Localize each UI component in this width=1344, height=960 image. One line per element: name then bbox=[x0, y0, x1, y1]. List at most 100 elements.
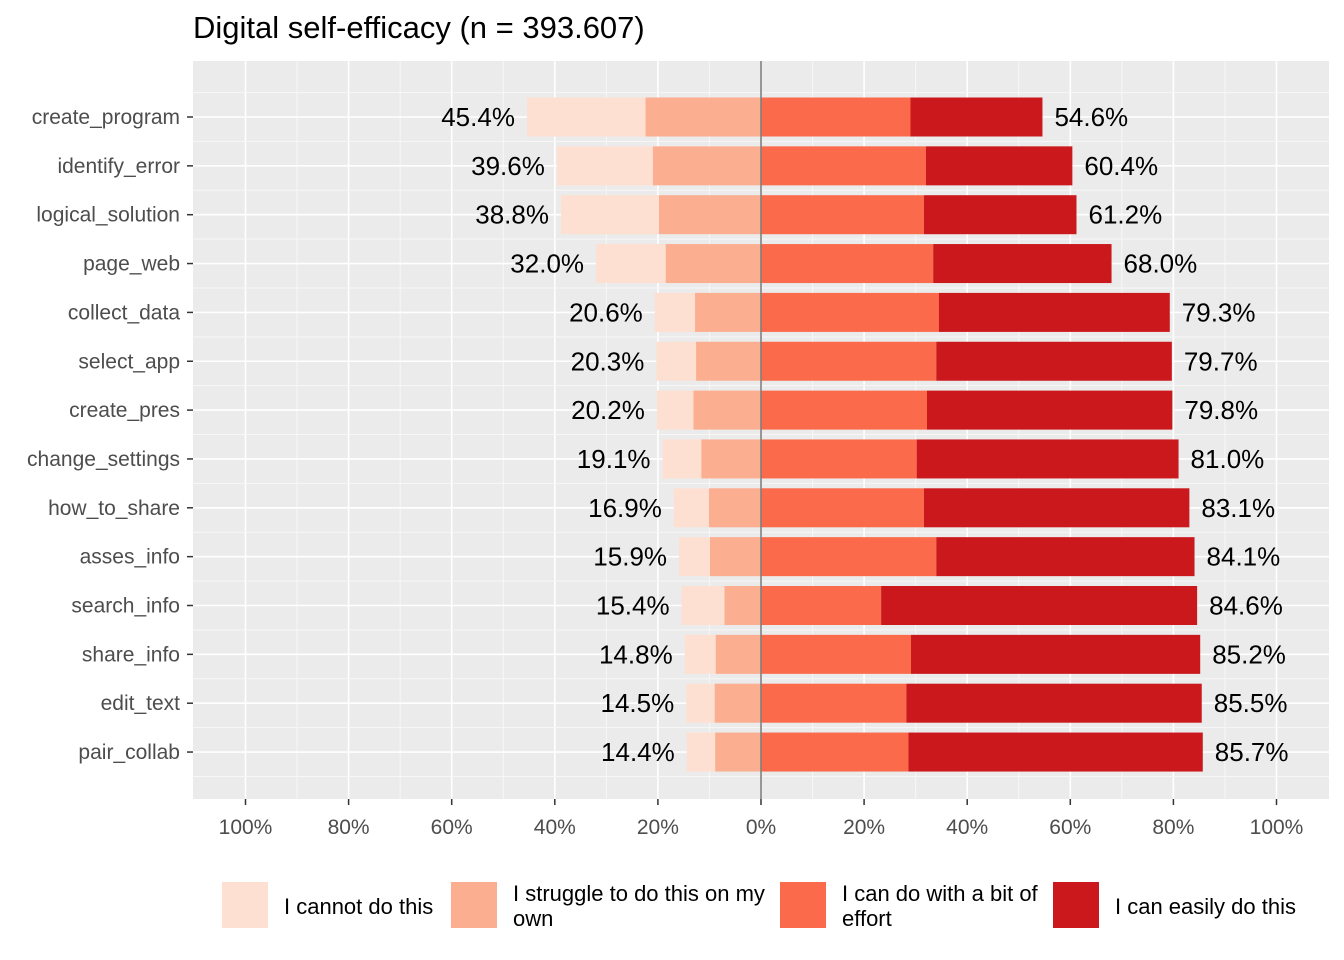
bar-i-cannot-do-this bbox=[526, 97, 646, 137]
negative-total-label: 14.5% bbox=[601, 688, 675, 718]
legend-label-cannot: I cannot do this bbox=[284, 893, 434, 919]
bar-i-can-easily-do-this bbox=[923, 488, 1190, 528]
bar-i-can-easily-do-this bbox=[933, 244, 1112, 284]
bar-i-can-easily-do-this bbox=[936, 537, 1195, 577]
bar-i-can-easily-do-this bbox=[925, 146, 1073, 186]
legend-swatch-struggle bbox=[451, 882, 497, 928]
bar-i-can-do-with-a-bit-of-effort bbox=[761, 195, 924, 235]
bar-i-can-do-with-a-bit-of-effort bbox=[761, 341, 937, 381]
bar-i-cannot-do-this bbox=[560, 195, 659, 235]
bar-i-struggle-to-do-this-on-my-own bbox=[665, 244, 761, 284]
bar-i-struggle-to-do-this-on-my-own bbox=[724, 586, 761, 625]
bar-i-struggle-to-do-this-on-my-own bbox=[714, 683, 761, 723]
bar-i-can-do-with-a-bit-of-effort bbox=[761, 390, 927, 430]
bar-i-can-do-with-a-bit-of-effort bbox=[761, 292, 939, 332]
negative-total-label: 32.0% bbox=[510, 249, 584, 279]
bar-i-struggle-to-do-this-on-my-own bbox=[658, 195, 761, 235]
positive-total-label: 60.4% bbox=[1084, 151, 1158, 181]
y-tick-label: search_info bbox=[71, 595, 180, 618]
y-tick-label: pair_collab bbox=[78, 741, 180, 764]
negative-total-label: 14.4% bbox=[601, 737, 675, 767]
negative-total-label: 39.6% bbox=[471, 151, 545, 181]
negative-total-label: 19.1% bbox=[577, 444, 651, 474]
bar-i-can-easily-do-this bbox=[911, 634, 1201, 674]
x-tick-label: 100% bbox=[219, 816, 273, 839]
positive-total-label: 54.6% bbox=[1054, 102, 1128, 132]
bar-i-can-do-with-a-bit-of-effort bbox=[761, 488, 924, 528]
positive-total-label: 79.3% bbox=[1182, 297, 1256, 327]
bar-i-cannot-do-this bbox=[684, 634, 716, 674]
positive-total-label: 84.6% bbox=[1209, 591, 1283, 621]
bar-i-can-do-with-a-bit-of-effort bbox=[761, 244, 934, 284]
bar-i-can-do-with-a-bit-of-effort bbox=[761, 634, 912, 674]
bar-i-struggle-to-do-this-on-my-own bbox=[701, 439, 761, 479]
positive-total-label: 85.2% bbox=[1212, 639, 1286, 669]
legend: I cannot do this I struggle to do this o… bbox=[222, 881, 1332, 932]
bar-i-struggle-to-do-this-on-my-own bbox=[693, 390, 761, 430]
x-tick-label: 60% bbox=[1049, 816, 1091, 839]
bar-i-cannot-do-this bbox=[656, 341, 697, 381]
x-tick-label: 20% bbox=[843, 816, 885, 839]
x-tick-label: 0% bbox=[746, 816, 776, 839]
bar-i-can-easily-do-this bbox=[936, 341, 1172, 381]
bar-i-can-do-with-a-bit-of-effort bbox=[761, 683, 907, 723]
y-tick-label: how_to_share bbox=[48, 497, 180, 520]
positive-total-label: 83.1% bbox=[1201, 493, 1275, 523]
legend-label-easily: I can easily do this bbox=[1115, 893, 1296, 919]
legend-label-struggle: I struggle to do this on my own bbox=[513, 881, 765, 931]
negative-total-label: 45.4% bbox=[441, 102, 515, 132]
y-tick-label: asses_info bbox=[80, 546, 180, 569]
positive-total-label: 68.0% bbox=[1124, 249, 1198, 279]
bar-i-cannot-do-this bbox=[686, 683, 715, 723]
positive-total-label: 84.1% bbox=[1207, 542, 1281, 572]
bar-i-struggle-to-do-this-on-my-own bbox=[715, 732, 761, 772]
legend-label-effort: I can do with a bit of effort bbox=[842, 881, 1038, 931]
negative-total-label: 38.8% bbox=[475, 200, 549, 230]
positive-total-label: 79.7% bbox=[1184, 346, 1258, 376]
bar-i-can-do-with-a-bit-of-effort bbox=[761, 146, 926, 186]
y-tick-label: logical_solution bbox=[36, 204, 180, 227]
bar-i-can-do-with-a-bit-of-effort bbox=[761, 732, 909, 772]
negative-total-label: 14.8% bbox=[599, 639, 673, 669]
y-tick-label: edit_text bbox=[101, 692, 181, 715]
negative-total-label: 15.4% bbox=[596, 591, 670, 621]
bar-i-struggle-to-do-this-on-my-own bbox=[696, 341, 761, 381]
bar-i-struggle-to-do-this-on-my-own bbox=[708, 488, 761, 528]
negative-total-label: 20.3% bbox=[571, 346, 645, 376]
y-tick-label: create_pres bbox=[69, 399, 180, 422]
bar-i-can-do-with-a-bit-of-effort bbox=[761, 586, 882, 625]
y-tick-label: change_settings bbox=[27, 448, 180, 471]
bar-i-can-do-with-a-bit-of-effort bbox=[761, 97, 911, 137]
x-tick-label: 80% bbox=[328, 816, 370, 839]
bar-i-cannot-do-this bbox=[654, 292, 696, 332]
y-tick-label: create_program bbox=[32, 106, 180, 129]
legend-swatch-effort bbox=[780, 882, 826, 928]
bar-i-cannot-do-this bbox=[556, 146, 653, 186]
legend-swatch-easily bbox=[1053, 882, 1099, 928]
positive-total-label: 79.8% bbox=[1184, 395, 1258, 425]
bar-i-can-easily-do-this bbox=[908, 732, 1203, 772]
legend-swatch-cannot bbox=[222, 882, 268, 928]
bar-i-can-easily-do-this bbox=[926, 390, 1173, 430]
x-tick-label: 60% bbox=[431, 816, 473, 839]
bar-i-cannot-do-this bbox=[679, 537, 710, 577]
bar-i-can-easily-do-this bbox=[916, 439, 1179, 479]
bar-i-struggle-to-do-this-on-my-own bbox=[715, 634, 761, 674]
bar-i-can-do-with-a-bit-of-effort bbox=[761, 537, 937, 577]
bar-i-cannot-do-this bbox=[596, 244, 666, 284]
x-tick-label: 20% bbox=[637, 816, 679, 839]
bar-i-cannot-do-this bbox=[673, 488, 709, 528]
negative-total-label: 16.9% bbox=[588, 493, 662, 523]
y-tick-label: share_info bbox=[82, 643, 180, 666]
bar-i-struggle-to-do-this-on-my-own bbox=[652, 146, 761, 186]
x-tick-label: 80% bbox=[1152, 816, 1194, 839]
bar-i-cannot-do-this bbox=[681, 586, 725, 625]
bar-i-can-easily-do-this bbox=[881, 586, 1198, 625]
chart-title: Digital self-efficacy (n = 393.607) bbox=[193, 10, 645, 45]
bar-i-can-easily-do-this bbox=[938, 292, 1170, 332]
positive-total-label: 81.0% bbox=[1191, 444, 1265, 474]
bar-i-can-do-with-a-bit-of-effort bbox=[761, 439, 917, 479]
positive-total-label: 85.5% bbox=[1214, 688, 1288, 718]
positive-total-label: 61.2% bbox=[1088, 200, 1162, 230]
x-tick-label: 40% bbox=[946, 816, 988, 839]
